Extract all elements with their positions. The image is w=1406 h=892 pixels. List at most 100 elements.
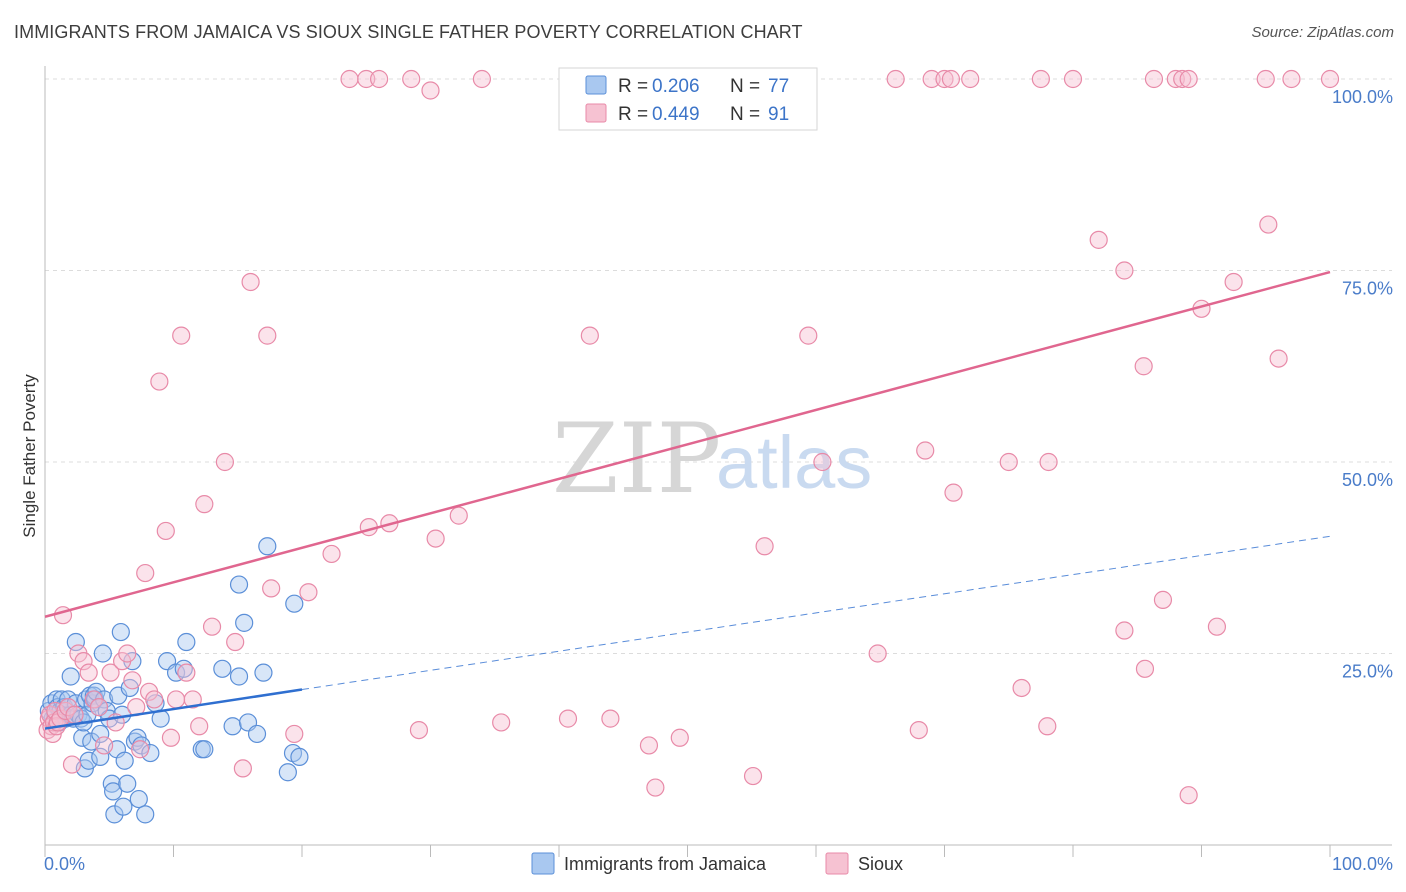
sioux-point-17 [79, 663, 98, 682]
jamaica-point-75 [285, 594, 304, 613]
legend-n-label-pink: N = [730, 104, 760, 125]
sioux-point-92 [1134, 357, 1153, 376]
sioux-point-96 [1166, 69, 1185, 89]
sioux-point-85 [1031, 69, 1050, 89]
sioux-point-56 [409, 720, 429, 740]
watermark-atlas-text: atlas [716, 421, 872, 504]
sioux-point-66 [646, 778, 665, 797]
sioux-point-81 [944, 483, 963, 502]
sioux-point-103 [1256, 69, 1275, 89]
sioux-point-99 [1179, 786, 1198, 805]
jamaica-point-52 [129, 789, 148, 809]
y-tick-labels: 25.0% 50.0% 75.0% 100.0% [1332, 87, 1393, 682]
sioux-point-24 [118, 644, 137, 663]
sioux-point-71 [755, 537, 774, 556]
sioux-point-94 [1144, 69, 1164, 89]
sioux-point-16 [74, 652, 93, 671]
jamaica-point-61 [177, 632, 196, 652]
sioux-point-74 [868, 644, 887, 663]
legend-r-value-pink: 0.449 [652, 104, 700, 125]
sioux-point-44 [241, 272, 260, 292]
jamaica-point-54 [136, 805, 155, 824]
jamaica-point-33 [91, 747, 110, 767]
series-legend: Immigrants from Jamaica Sioux [531, 852, 903, 875]
series-jamaica-points [39, 537, 309, 824]
jamaica-point-67 [229, 575, 249, 594]
sioux-point-101 [1207, 617, 1227, 636]
jamaica-point-13 [61, 667, 80, 686]
sioux-point-73 [813, 452, 832, 472]
sioux-point-98 [1179, 69, 1198, 89]
x-tick-label-max: 100.0% [1332, 854, 1393, 874]
trend-lines [44, 270, 1331, 730]
sioux-point-41 [215, 452, 234, 472]
jamaica-point-43 [111, 622, 130, 642]
jamaica-point-47 [118, 774, 137, 793]
sioux-point-105 [1269, 349, 1288, 368]
jamaica-point-32 [91, 724, 110, 744]
bottom-legend-swatch-jamaica [531, 852, 555, 875]
sioux-point-27 [130, 740, 150, 759]
sioux-point-91 [1115, 261, 1134, 280]
sioux-point-77 [916, 441, 935, 460]
jamaica-point-34 [93, 644, 112, 663]
sioux-point-93 [1135, 659, 1155, 678]
sioux-point-89 [1089, 230, 1108, 249]
grid-layer [45, 78, 1392, 654]
legend-n-value-pink: 91 [768, 104, 789, 125]
sioux-point-79 [935, 69, 954, 89]
sioux-point-70 [743, 766, 763, 786]
sioux-point-38 [190, 717, 209, 736]
bottom-legend-swatch-sioux [825, 852, 849, 875]
jamaica-point-72 [258, 537, 277, 556]
sioux-point-13 [62, 755, 82, 774]
jamaica-point-66 [229, 667, 249, 686]
sioux-point-62 [558, 709, 578, 728]
sioux-point-36 [177, 663, 196, 682]
y-tick-label-1: 50.0% [1342, 470, 1393, 490]
legend-swatch-pink [585, 103, 607, 123]
jamaica-point-68 [235, 613, 254, 632]
sioux-point-102 [1224, 272, 1243, 292]
sioux-point-51 [357, 69, 376, 89]
chart-title: IMMIGRANTS FROM JAMAICA VS SIOUX SINGLE … [14, 22, 803, 42]
jamaica-point-64 [213, 659, 232, 678]
sioux-point-14 [65, 705, 84, 724]
jamaica-trend-line [44, 688, 303, 730]
x-tick-label-min: 0.0% [44, 854, 85, 874]
sioux-point-53 [370, 69, 389, 89]
source-label: Source: ZipAtlas.com [1251, 24, 1394, 41]
jamaica-point-16 [66, 632, 85, 652]
legend-n-value-blue: 77 [768, 76, 789, 97]
jamaica-point-38 [102, 774, 121, 793]
sioux-point-107 [1320, 69, 1340, 89]
jamaica-point-39 [104, 782, 123, 801]
sioux-point-87 [1039, 452, 1058, 472]
sioux-point-75 [886, 69, 905, 89]
sioux-point-60 [472, 69, 491, 89]
jamaica-point-76 [290, 747, 309, 767]
y-tick-label-2: 75.0% [1342, 279, 1393, 299]
sioux-point-43 [233, 759, 252, 778]
correlation-legend: R = 0.206 N = 77 R = 0.449 N = 91 [558, 67, 818, 131]
sioux-point-46 [262, 579, 281, 598]
sioux-point-42 [226, 632, 245, 652]
legend-r-label-pink: R = [618, 104, 648, 125]
sioux-point-39 [195, 495, 214, 514]
jamaica-point-71 [254, 663, 273, 682]
sioux-point-84 [1012, 678, 1031, 698]
sioux-point-59 [449, 506, 468, 525]
sioux-point-19 [89, 698, 109, 717]
sioux-point-25 [123, 671, 142, 690]
jamaica-point-73 [278, 763, 297, 782]
legend-r-label-blue: R = [618, 76, 648, 97]
jamaica-point-55 [141, 743, 160, 763]
legend-swatch-blue [585, 75, 607, 95]
sioux-point-28 [136, 563, 155, 583]
sioux-point-37 [183, 690, 202, 709]
sioux-point-33 [161, 728, 181, 747]
sioux-point-67 [670, 728, 689, 747]
legend-n-label-blue: N = [730, 76, 760, 97]
sioux-point-72 [799, 326, 818, 345]
